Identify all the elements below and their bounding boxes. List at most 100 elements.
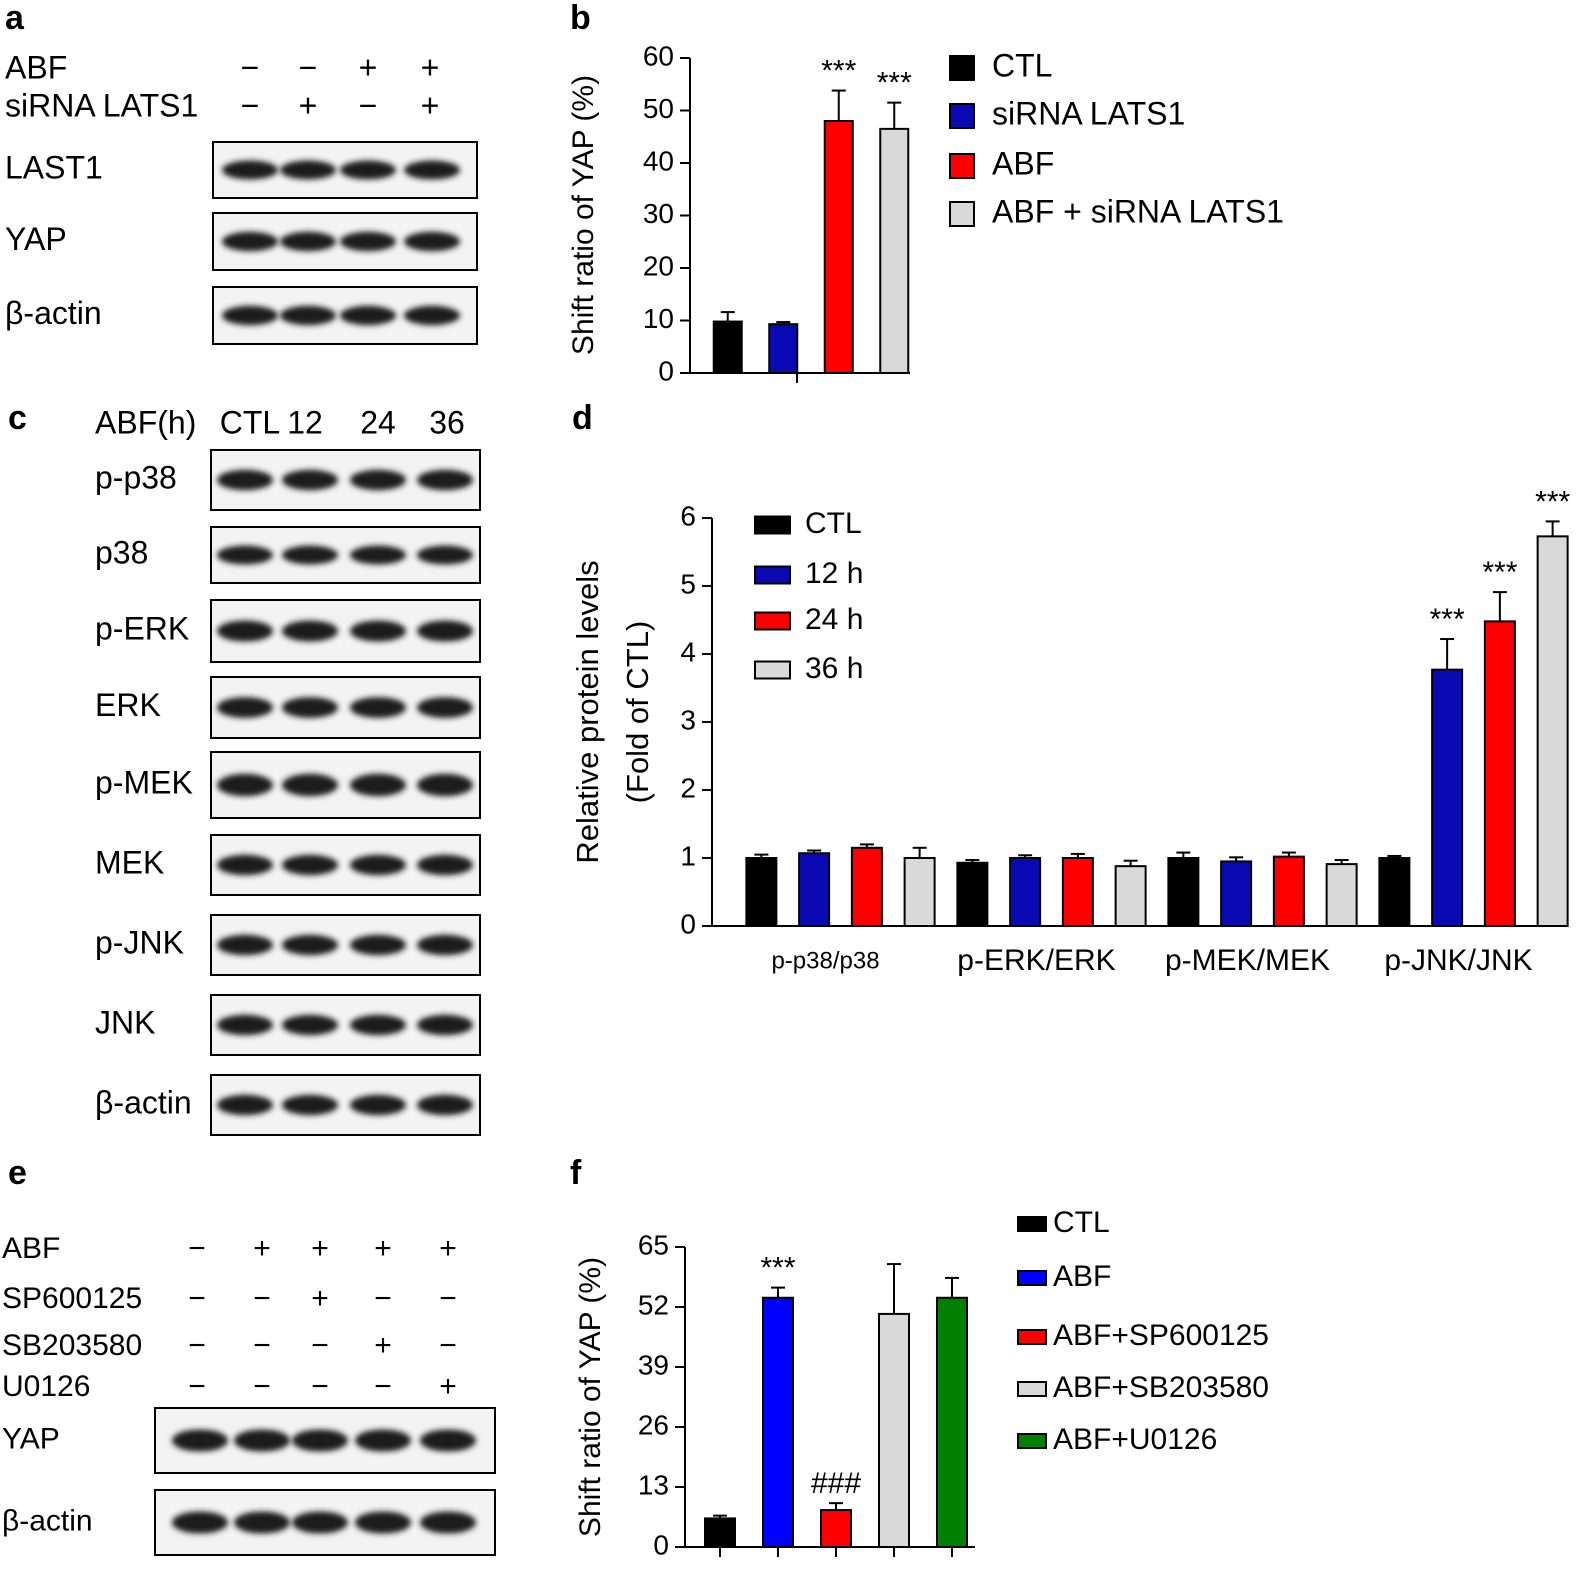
significance-label: *** xyxy=(1482,556,1517,589)
blot-band xyxy=(355,1429,411,1452)
y-axis-label: Shift ratio of YAP (%) xyxy=(574,1257,607,1537)
legend-label: ABF+SB203580 xyxy=(1053,1371,1269,1404)
blot-row-label: LAST1 xyxy=(5,149,103,185)
blot-band xyxy=(292,1429,348,1452)
lane-label: 12 xyxy=(287,404,323,440)
bar xyxy=(850,846,883,927)
blot-row-label: YAP xyxy=(2,1422,60,1455)
condition-sign: + xyxy=(421,87,440,123)
blot-band xyxy=(355,1511,411,1534)
legend-label: 12 h xyxy=(805,557,863,590)
legend-label: ABF + siRNA LATS1 xyxy=(992,193,1284,229)
legend-swatch xyxy=(1017,1329,1047,1345)
blot-band xyxy=(280,231,336,252)
blot-band xyxy=(350,854,406,876)
blot-band xyxy=(417,545,473,565)
blot-band xyxy=(217,1094,273,1116)
legend-swatch xyxy=(949,201,975,227)
panel-letter: a xyxy=(5,0,25,37)
bar xyxy=(820,1509,852,1548)
y-axis-label: Shift ratio of YAP (%) xyxy=(567,75,600,355)
bar xyxy=(956,861,989,928)
blot-band xyxy=(217,697,273,718)
panel-letter: c xyxy=(8,399,27,437)
bar xyxy=(879,127,910,374)
blot-band xyxy=(350,620,406,642)
condition-label: SB203580 xyxy=(2,1329,142,1362)
blot-band xyxy=(282,620,338,642)
bar xyxy=(798,852,831,927)
legend-swatch xyxy=(1017,1433,1047,1449)
condition-sign: + xyxy=(374,1329,392,1362)
y-tick-label: 65 xyxy=(638,1229,669,1260)
condition-sign: − xyxy=(188,1329,206,1362)
blot-band xyxy=(350,1094,406,1116)
bar xyxy=(1114,865,1147,927)
significance-label: *** xyxy=(877,67,912,100)
blot-band xyxy=(217,773,273,797)
blot-band xyxy=(282,1014,338,1036)
significance-label: *** xyxy=(1430,603,1465,636)
bar xyxy=(1220,860,1253,928)
blot-band xyxy=(217,1014,273,1036)
condition-sign: + xyxy=(311,1232,329,1265)
significance-label: *** xyxy=(760,1252,795,1285)
legend-swatch xyxy=(1017,1270,1047,1286)
blot-row-label: JNK xyxy=(95,1004,155,1040)
condition-label: ABF xyxy=(5,49,67,85)
blot-band xyxy=(282,934,338,956)
condition-sign: − xyxy=(253,1282,271,1315)
y-tick-label: 26 xyxy=(638,1409,669,1440)
blot-band xyxy=(417,697,473,718)
condition-sign: − xyxy=(374,1282,392,1315)
blot-band xyxy=(172,1429,228,1452)
condition-sign: + xyxy=(253,1232,271,1265)
panel-letter: e xyxy=(8,1154,27,1192)
blot-band xyxy=(217,545,273,565)
condition-sign: − xyxy=(241,49,260,85)
condition-sign: − xyxy=(374,1370,392,1403)
blot-band xyxy=(350,1014,406,1036)
y-axis-label: Relative protein levels xyxy=(570,560,605,863)
blot-band xyxy=(417,1094,473,1116)
legend-label: ABF+SP600125 xyxy=(1053,1319,1269,1352)
blot-band xyxy=(292,1511,348,1534)
y-tick-label: 2 xyxy=(680,772,696,803)
blot-row-label: p-ERK xyxy=(95,610,189,646)
x-tick-label: p-p38/p38 xyxy=(771,947,879,974)
bar xyxy=(762,1296,794,1549)
bar xyxy=(1431,668,1464,927)
x-tick-label: p-JNK/JNK xyxy=(1384,944,1532,977)
y-tick-label: 3 xyxy=(680,704,696,735)
legend-swatch xyxy=(1017,1381,1047,1397)
legend-swatch xyxy=(949,153,975,179)
y-tick-label: 6 xyxy=(680,500,696,531)
lane-label: 36 xyxy=(429,404,465,440)
y-tick-label: 30 xyxy=(643,198,674,229)
blot-band xyxy=(350,469,406,491)
condition-sign: − xyxy=(241,87,260,123)
blot-band xyxy=(280,160,336,180)
legend-label: CTL xyxy=(992,47,1052,83)
blot-band xyxy=(222,305,278,326)
blot-band xyxy=(404,160,460,180)
bar xyxy=(936,1296,968,1549)
condition-sign: − xyxy=(311,1370,329,1403)
y-tick-label: 4 xyxy=(680,636,696,667)
y-tick-label: 0 xyxy=(658,355,674,386)
condition-sign: − xyxy=(253,1370,271,1403)
bar xyxy=(712,320,743,374)
blot-band xyxy=(217,854,273,876)
legend-label: ABF xyxy=(1053,1260,1111,1293)
significance-label: *** xyxy=(821,54,856,87)
blot-band xyxy=(417,469,473,491)
blot-row-label: β-actin xyxy=(2,1504,93,1537)
legend-swatch xyxy=(754,515,791,535)
blot-band xyxy=(340,231,396,252)
legend-swatch xyxy=(1017,1216,1047,1232)
y-tick-label: 0 xyxy=(680,908,696,939)
y-tick-label: 13 xyxy=(638,1469,669,1500)
legend-label: 36 h xyxy=(805,652,863,685)
condition-label: U0126 xyxy=(2,1370,90,1403)
